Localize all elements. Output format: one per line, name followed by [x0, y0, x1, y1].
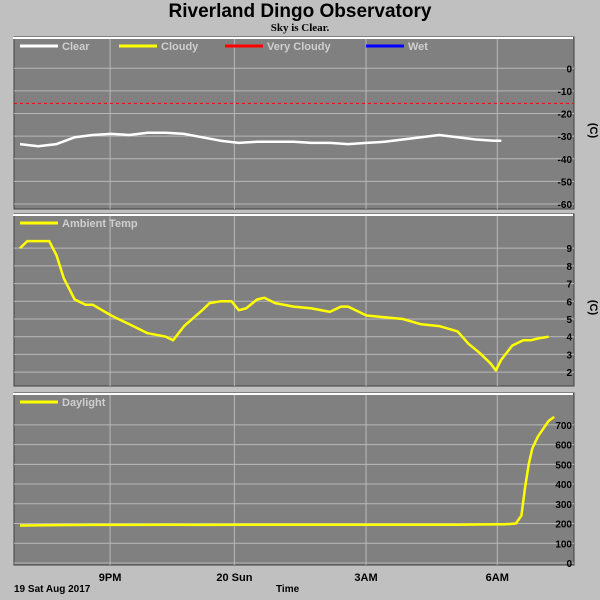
daylight-panel: 700 600 500 400 300 200 100 0 Daylight 9PM 20 Sun 3…	[13, 392, 575, 584]
legend-label: Wet	[408, 41, 428, 53]
plot-area	[13, 213, 575, 387]
series-line	[19, 415, 555, 527]
ambient-temp-panel: 9 8 7 6 5 4 3 2 (C) Ambient Temp	[13, 213, 599, 387]
y-tick-label: -50	[558, 177, 573, 188]
plot-area	[13, 392, 575, 566]
y-tick-label: 400	[555, 480, 572, 491]
y-tick-label: 700	[555, 421, 572, 432]
x-tick-label: 6AM	[486, 572, 509, 584]
x-axis-title: Time	[276, 584, 300, 595]
chart-subtitle: Sky is Clear.	[270, 22, 330, 34]
cloud-panel: 0 -10 -20 -30 -40 -50 -60 (C) Clear Cloudy Very Cl…	[13, 36, 599, 211]
y-tick-label: 5	[566, 315, 572, 326]
date-label: 19 Sat Aug 2017	[14, 584, 91, 595]
y-tick-label: 7	[566, 280, 572, 291]
series-line	[19, 131, 502, 148]
plot-area	[13, 36, 575, 210]
y-tick-label: 4	[566, 333, 572, 344]
panel-bevel	[13, 393, 573, 395]
y-tick-label: 3	[566, 350, 572, 361]
y-tick-label: -60	[558, 200, 573, 211]
legend-label: Daylight	[62, 397, 106, 409]
x-tick-label: 9PM	[99, 572, 122, 584]
y-tick-label: 9	[566, 244, 572, 255]
y-tick-label: 0	[566, 64, 572, 75]
x-tick-label: 20 Sun	[216, 572, 252, 584]
y-tick-label: 0	[566, 559, 572, 570]
y-tick-label: 100	[555, 539, 572, 550]
panel-bevel	[13, 37, 573, 39]
chart-title: Riverland Dingo Observatory	[168, 1, 432, 22]
y-tick-label: 200	[555, 520, 572, 531]
series-line	[19, 239, 549, 372]
legend-label: Very Cloudy	[267, 41, 331, 53]
y-tick-label: -20	[558, 110, 573, 121]
y-tick-label: -10	[558, 87, 573, 98]
y-unit-label: (C)	[587, 123, 599, 139]
y-unit-label: (C)	[587, 300, 599, 316]
legend-label: Cloudy	[161, 41, 199, 53]
panel-bevel	[13, 214, 573, 216]
legend-label: Clear	[62, 41, 90, 53]
y-tick-label: -40	[558, 155, 573, 166]
legend-label: Ambient Temp	[62, 218, 138, 230]
y-tick-label: 300	[555, 500, 572, 511]
x-tick-label: 3AM	[354, 572, 377, 584]
y-tick-label: 8	[566, 262, 572, 273]
y-tick-label: -30	[558, 132, 573, 143]
y-tick-label: 600	[555, 441, 572, 452]
y-tick-label: 6	[566, 297, 572, 308]
y-tick-label: 2	[566, 368, 572, 379]
y-tick-label: 500	[555, 460, 572, 471]
